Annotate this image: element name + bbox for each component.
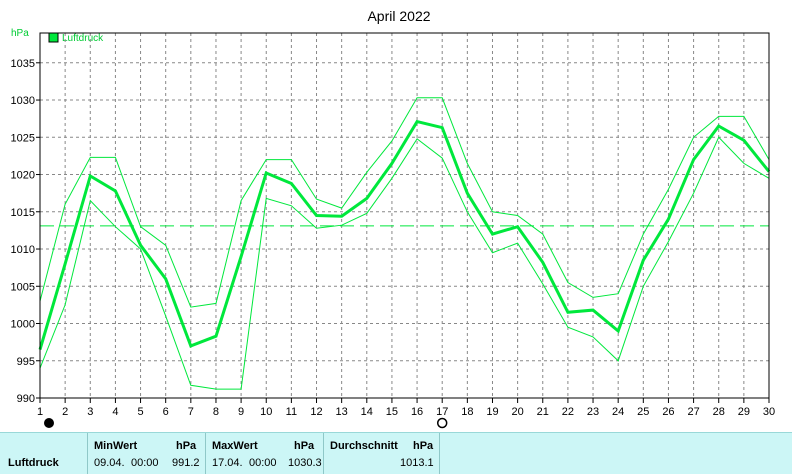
x-tick-label: 2 [62,406,68,418]
legend-swatch [48,32,59,43]
chart-title: April 2022 [367,8,430,24]
series-mean-line [38,119,771,351]
y-tick-label: 1015 [11,207,35,219]
x-tick-label: 4 [112,406,118,418]
max-unit: hPa [294,440,315,452]
x-tick-label: 9 [238,406,244,418]
x-tick-label: 30 [763,406,775,418]
max-value-cell: MaxWert hPa 17.04. 00:00 1030.3 [206,433,324,474]
x-tick-label: 13 [336,406,348,418]
max-time: 00:00 [249,457,277,469]
x-tick-label: 20 [511,406,523,418]
average-cell: Durchschnitt hPa 1013.1 [324,433,440,474]
x-tick-label: 10 [260,406,272,418]
x-tick-label: 29 [738,406,750,418]
x-tick-label: 24 [612,406,624,418]
y-tick-label: 1000 [11,319,35,331]
x-tick-label: 28 [713,406,725,418]
min-date: 09.04. [94,457,125,469]
min-value-cell: MinWert hPa 09.04. 00:00 991.2 [88,433,206,474]
avg-value: 1013.1 [400,457,434,469]
grid-lines [40,33,769,398]
x-tick-label: 11 [286,406,297,418]
y-tick-label: 990 [17,393,35,405]
x-tick-label: 27 [687,406,699,418]
stats-row-label: Luftdruck [8,457,59,469]
max-date: 17.04. [212,457,243,469]
y-tick-label: 1030 [11,95,35,107]
range-handle-left-icon[interactable] [44,418,54,428]
x-tick-labels: 1 2 3 4 5 6 7 8 9 10 11 12 13 14 15 16 17 18 19 20 21 22 23 24 2… [37,398,775,418]
y-tick-labels: 990 995 1000 1005 1010 1015 1020 1025 1030 1035 [11,58,40,405]
min-unit: hPa [176,440,197,452]
x-tick-label: 12 [310,406,322,418]
y-tick-label: 1035 [11,58,35,70]
y-tick-label: 1020 [11,170,35,182]
series-min-line [39,136,770,390]
x-tick-label: 22 [562,406,574,418]
y-tick-label: 1025 [11,132,35,144]
x-tick-label: 6 [163,406,169,418]
x-tick-label: 23 [587,406,599,418]
min-time: 00:00 [131,457,159,469]
x-tick-label: 15 [386,406,398,418]
x-tick-label: 19 [486,406,498,418]
y-tick-label: 1005 [11,281,35,293]
x-tick-label: 17 [436,406,448,418]
max-header: MaxWert [212,440,258,452]
x-tick-label: 16 [411,406,423,418]
avg-header: Durchschnitt [330,440,398,452]
series-max-line [39,97,770,308]
pressure-chart: April 2022 hPa Luftdruck 990 995 1000 1005 1… [11,8,775,429]
x-tick-label: 8 [213,406,219,418]
x-tick-label: 18 [461,406,473,418]
x-tick-label: 7 [188,406,194,418]
max-value: 1030.3 [288,457,322,469]
x-tick-label: 1 [37,406,43,418]
min-value: 991.2 [172,457,200,469]
x-tick-label: 26 [662,406,674,418]
x-tick-label: 21 [537,406,549,418]
x-tick-label: 14 [361,406,373,418]
range-handle-right-icon[interactable] [436,417,448,429]
y-axis-unit: hPa [11,28,29,39]
y-tick-label: 995 [17,356,35,368]
legend-label: Luftdruck [62,33,104,44]
x-tick-label: 5 [137,406,143,418]
x-tick-label: 3 [87,406,93,418]
plot-frame [39,32,770,399]
y-tick-label: 1010 [11,244,35,256]
x-tick-label: 25 [637,406,649,418]
statistics-table: Luftdruck MinWert hPa 09.04. 00:00 991.2… [0,432,792,474]
min-header: MinWert [94,440,138,452]
stats-row-header-cell: Luftdruck [0,433,88,474]
avg-unit: hPa [413,440,434,452]
